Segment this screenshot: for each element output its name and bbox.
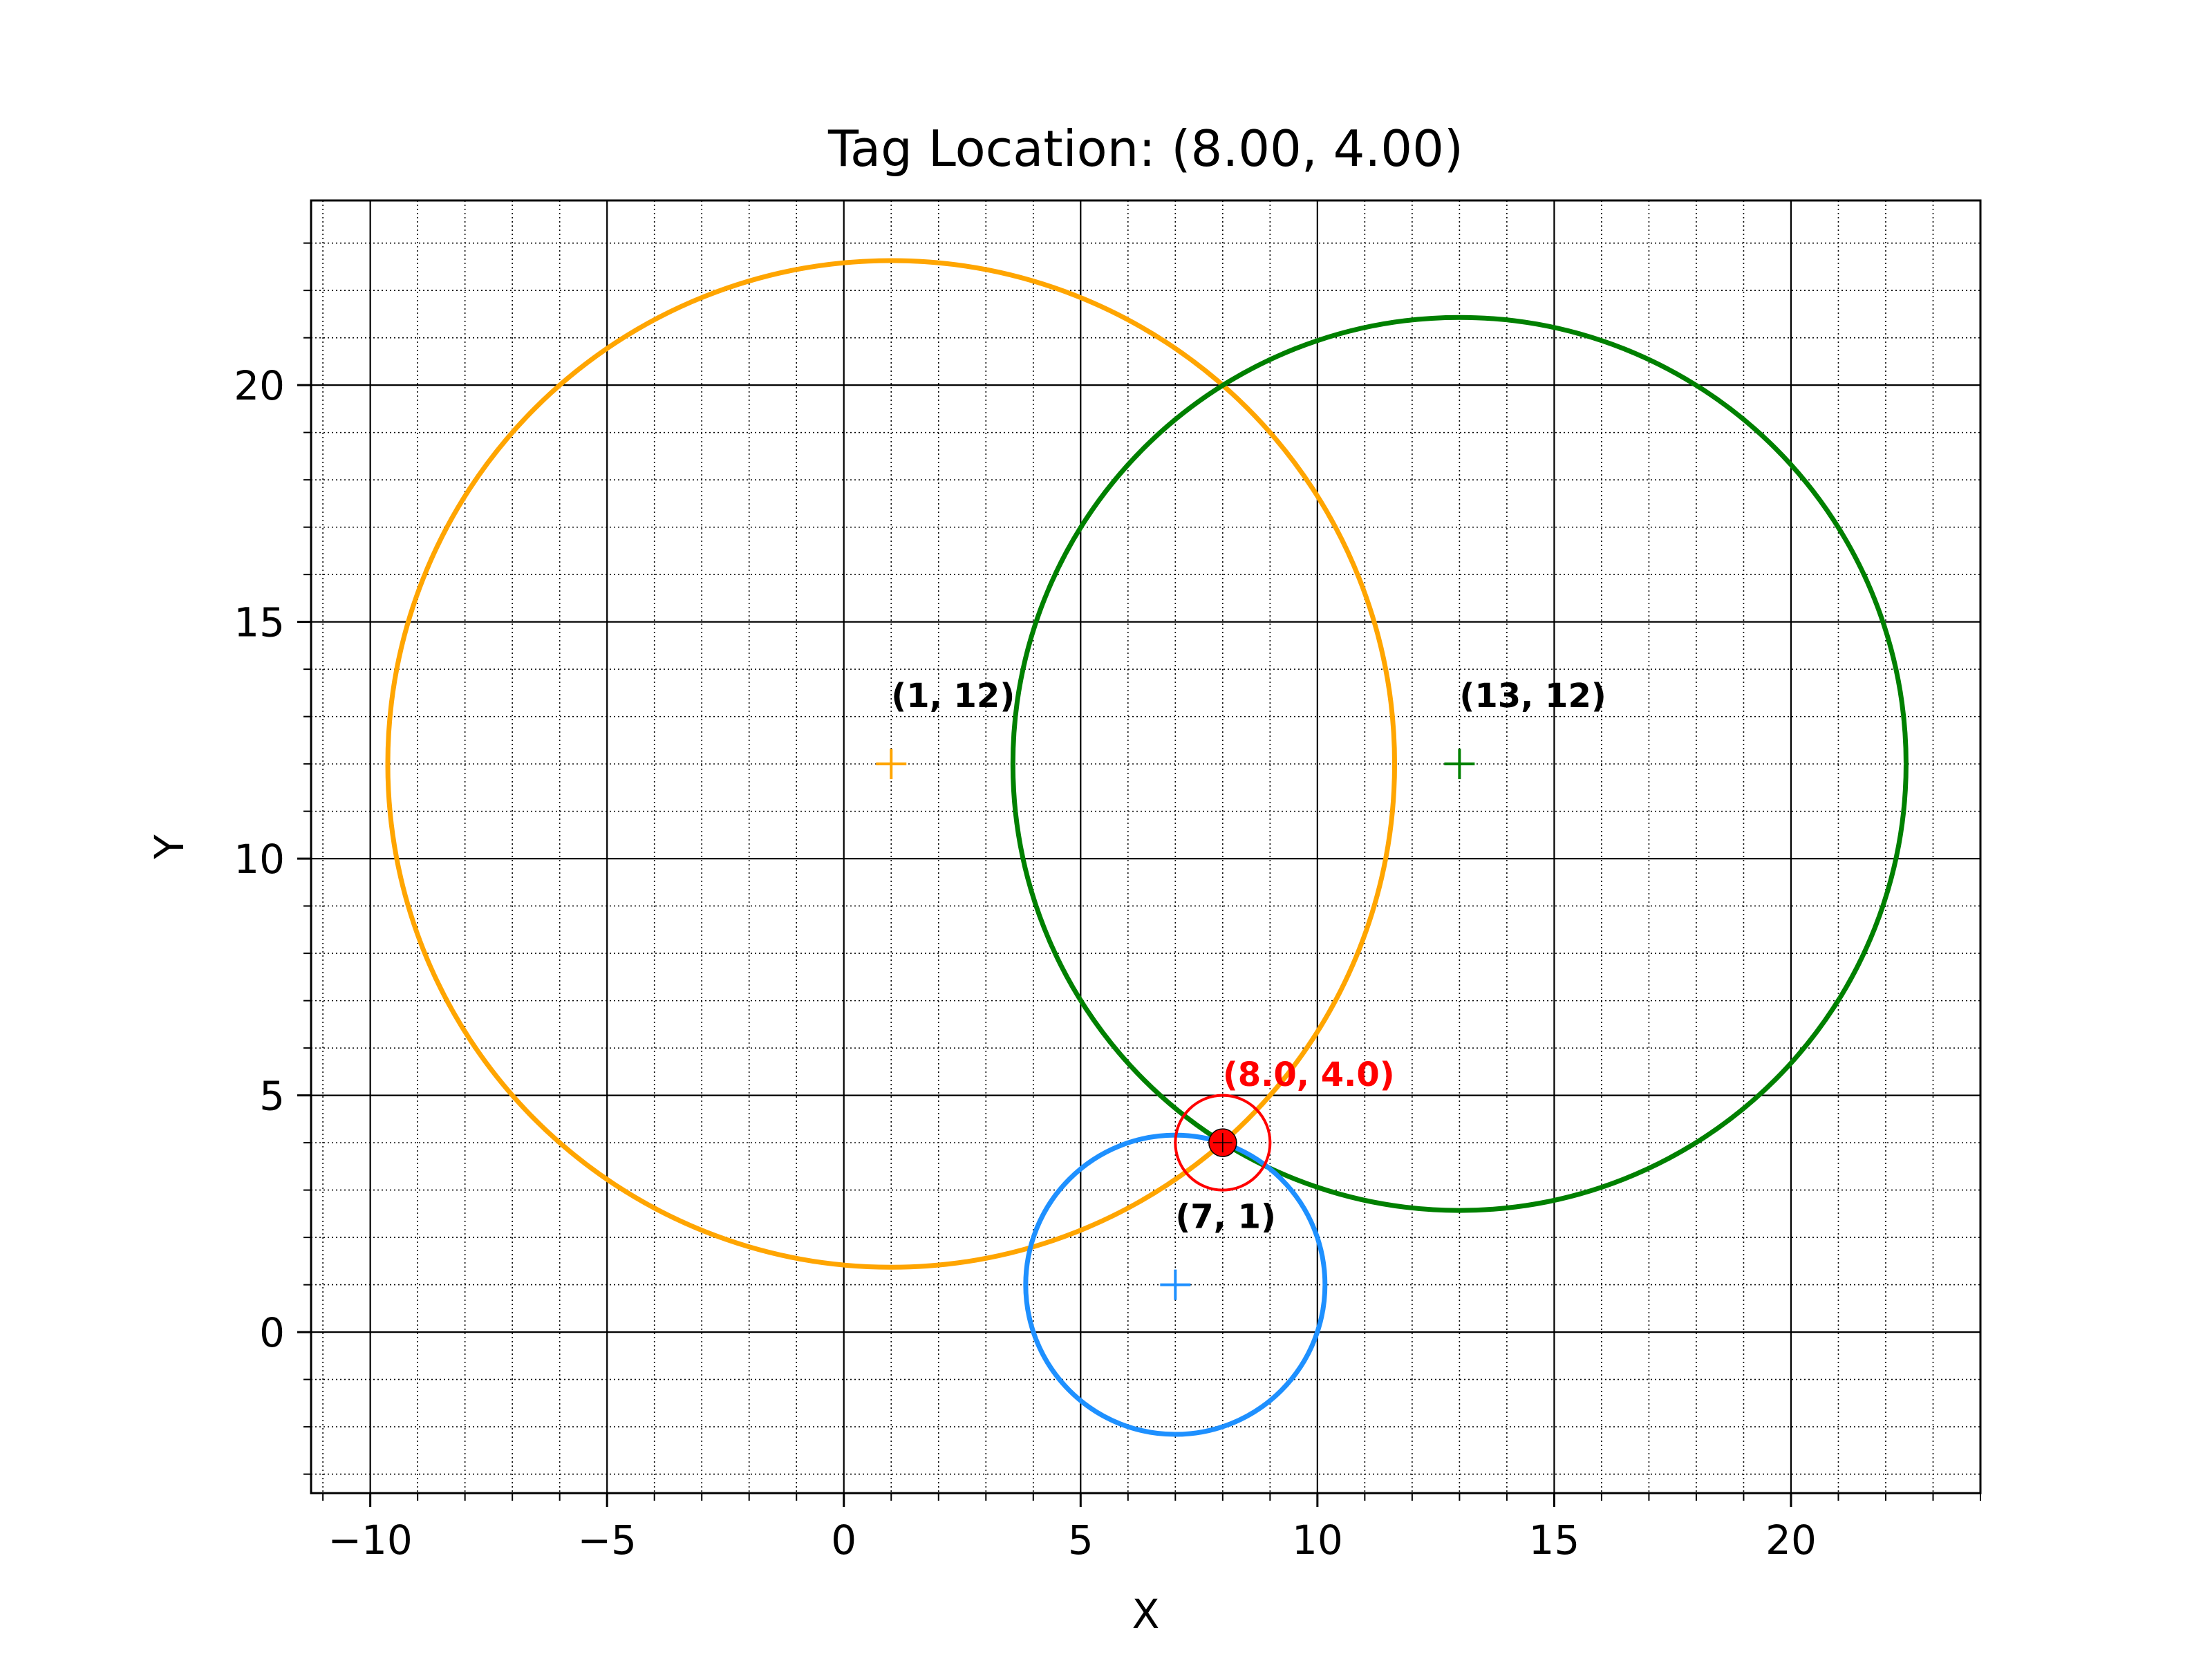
plot-frame xyxy=(310,199,1982,1494)
x-axis-label: X xyxy=(1132,1591,1160,1638)
anchor-label-3: (7, 1) xyxy=(1175,1198,1276,1237)
anchor-label-2: (13, 12) xyxy=(1459,677,1606,715)
chart-title: Tag Location: (8.00, 4.00) xyxy=(827,120,1463,178)
y-tick-label: 0 xyxy=(259,1309,285,1356)
x-tick-label: 20 xyxy=(1765,1517,1817,1564)
y-tick-label: 5 xyxy=(259,1073,285,1120)
ticks: −10 −5 0 5 10 15 20 0 5 10 15 20 xyxy=(234,242,1981,1564)
y-axis-label: Y xyxy=(146,834,193,860)
y-tick-label: 15 xyxy=(234,599,285,646)
x-tick-label: 15 xyxy=(1528,1517,1580,1564)
range-circles xyxy=(385,258,1909,1437)
x-tick-label: −5 xyxy=(577,1517,637,1564)
range-circle-2 xyxy=(1010,315,1909,1213)
anchor-label-1: (1, 12) xyxy=(891,677,1015,715)
x-tick-label: −10 xyxy=(328,1517,412,1564)
minor-grid xyxy=(311,200,1981,1493)
tag-ring xyxy=(1174,1094,1272,1192)
range-circle-1 xyxy=(385,258,1398,1270)
y-tick-label: 20 xyxy=(234,362,285,409)
x-tick-label: 10 xyxy=(1292,1517,1343,1564)
y-tick-label: 10 xyxy=(234,836,285,883)
x-tick-label: 5 xyxy=(1068,1517,1094,1564)
tag-label: (8.0, 4.0) xyxy=(1223,1056,1395,1094)
x-tick-label: 0 xyxy=(831,1517,856,1564)
markers: (1, 12) (13, 12) (7, 1) (8.0, 4.0) xyxy=(876,677,1606,1300)
major-grid xyxy=(311,200,1980,1493)
